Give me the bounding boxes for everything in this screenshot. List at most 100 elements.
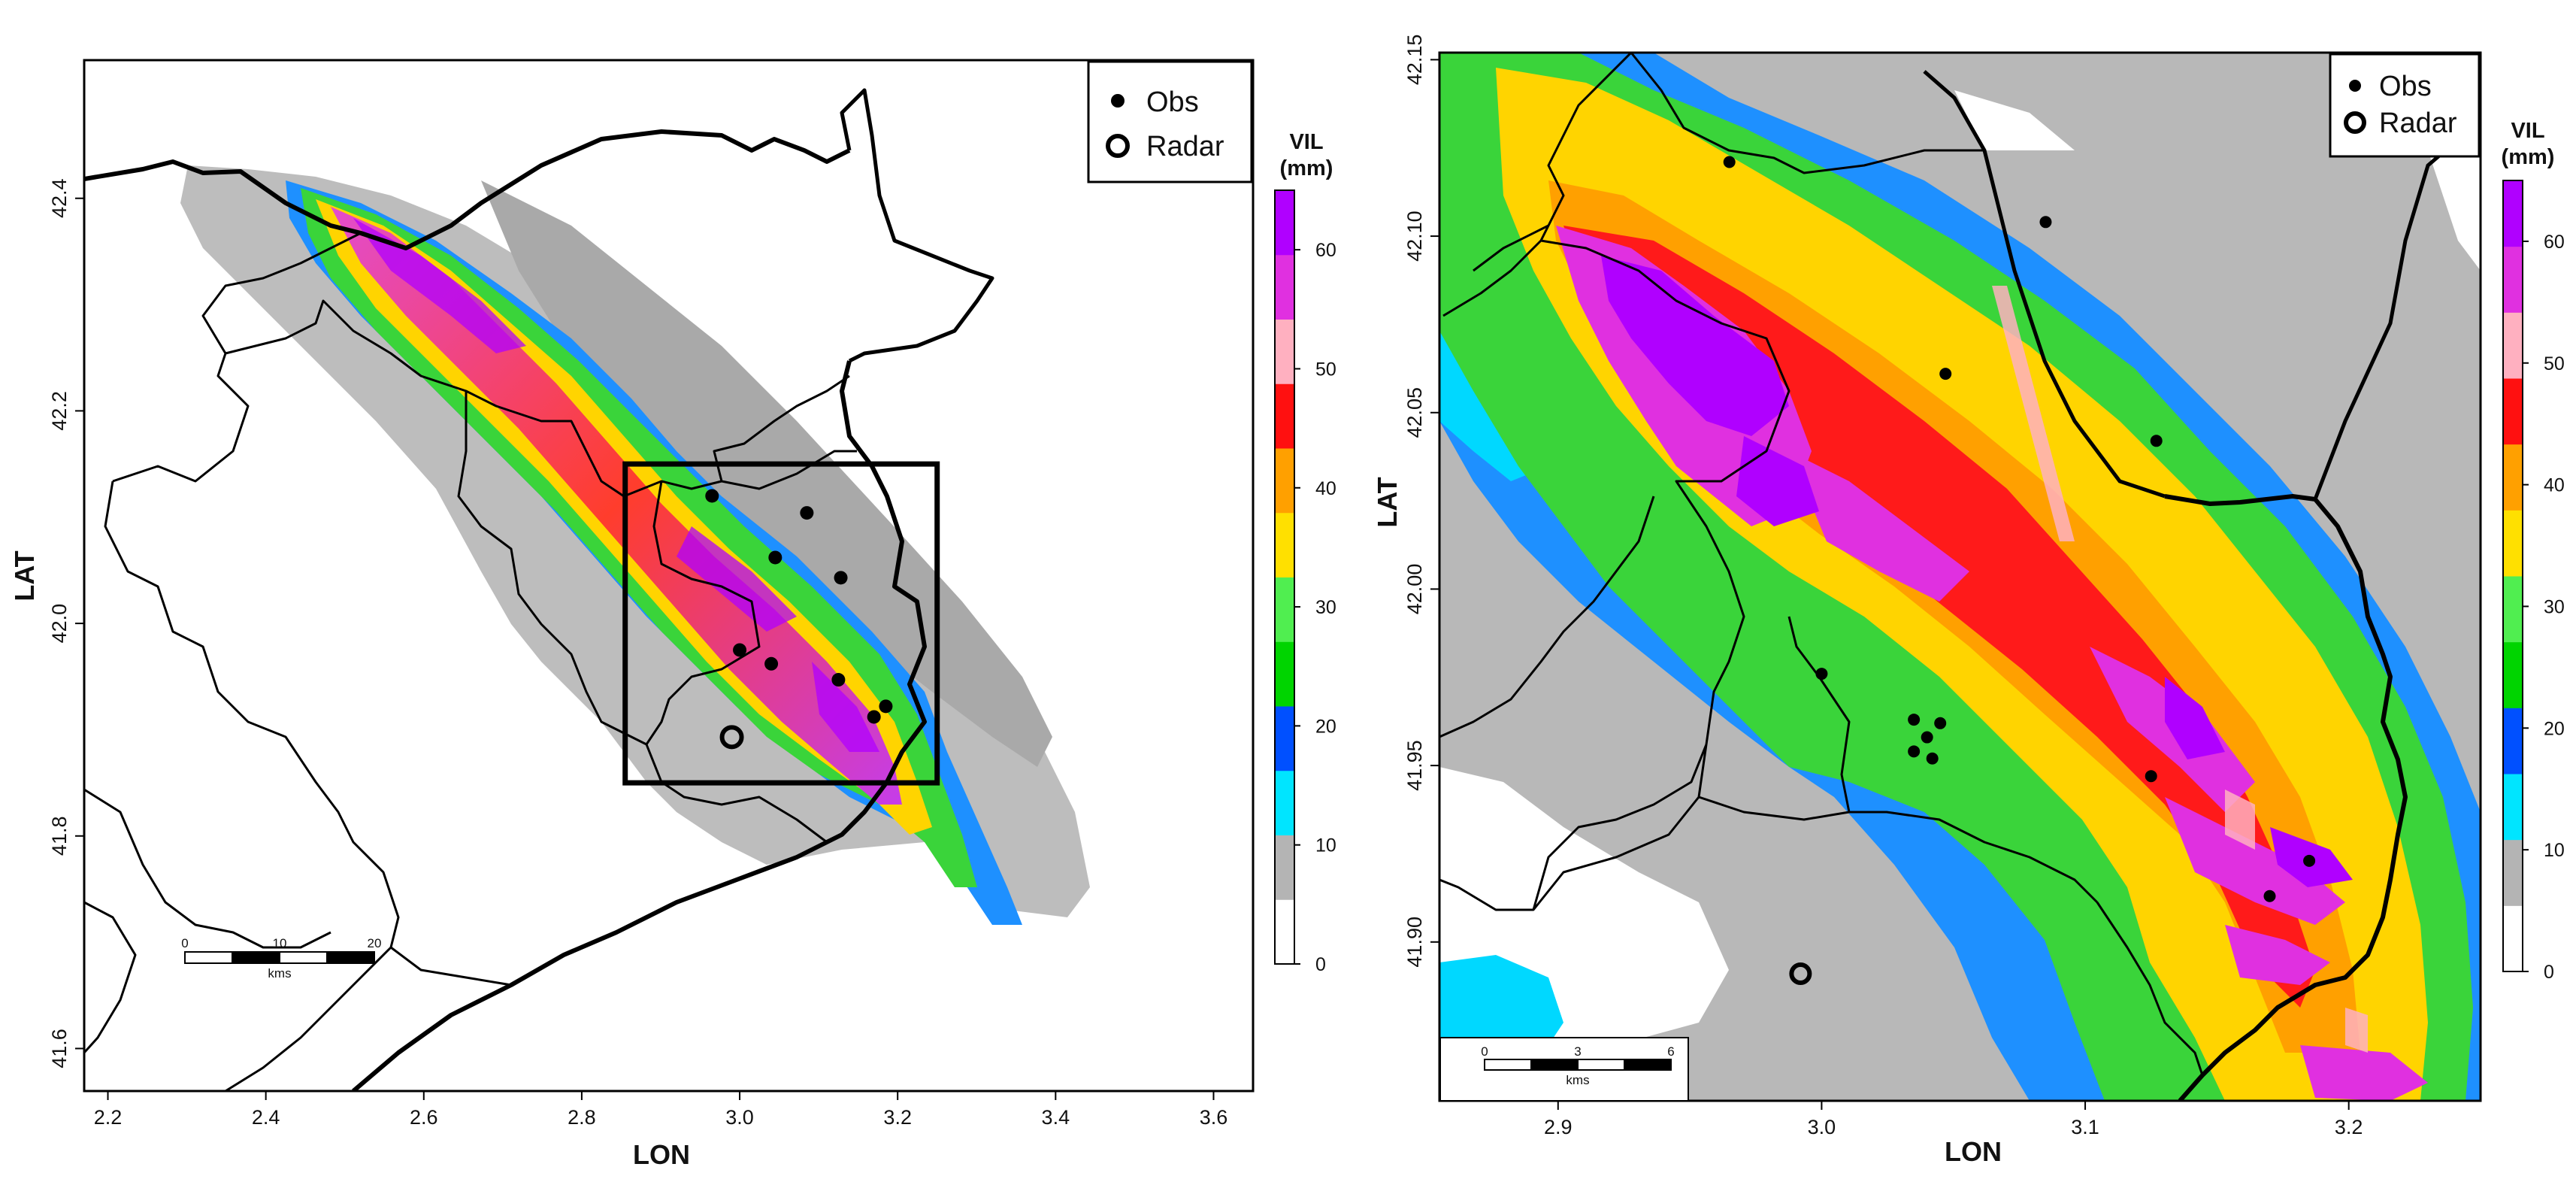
obs-marker-icon [2349, 80, 2361, 92]
left-scalebar-label-0: 0 [181, 936, 188, 950]
obs-station-point [2263, 890, 2276, 902]
left-scalebar: 0 10 20 kms [181, 936, 381, 980]
right-map-field [1439, 53, 2481, 1101]
storm-purple-core [1601, 256, 2353, 887]
obs-station-point [2145, 770, 2157, 783]
right-obs-layer [1723, 156, 2316, 902]
colorbar-tick-label: 40 [2544, 475, 2565, 496]
right-legend-obs: Obs [2379, 71, 2432, 102]
x-tick-label: 2.9 [1544, 1116, 1573, 1138]
obs-station-point [1939, 368, 1952, 380]
right-map-panel: 2.9 3.0 3.1 3.2 41.90 41.95 42.00 42.05 42.10 42… [1372, 35, 2565, 1167]
colorbar-band [2503, 576, 2523, 643]
radar-site-marker [1789, 962, 1812, 986]
left-colorbar-ticks: 0 10 20 30 40 50 60 [1294, 240, 1336, 975]
national-border [1923, 70, 2481, 500]
colorbar-band [1275, 190, 1294, 256]
y-tick-label: 42.05 [1403, 387, 1426, 438]
left-colorbar-title: VIL [1289, 130, 1323, 154]
colorbar-band [2503, 839, 2523, 906]
right-scalebar-label-1: 3 [1574, 1044, 1581, 1059]
colorbar-tick-label: 40 [1315, 478, 1336, 499]
colorbar-tick-label: 50 [1315, 359, 1336, 380]
right-radar-layer [1789, 962, 1812, 986]
admin-boundaries [84, 232, 857, 1091]
obs-station-point [1815, 668, 1828, 680]
colorbar-band [2503, 905, 2523, 972]
x-tick-label: 3.2 [883, 1106, 912, 1129]
colorbar-band [1275, 899, 1294, 965]
colorbar-band [2503, 444, 2523, 511]
obs-station-point [768, 550, 782, 565]
colorbar-tick-label: 30 [1315, 597, 1336, 618]
left-colorbar-unit: (mm) [1280, 156, 1333, 180]
colorbar-tick-label: 60 [2544, 232, 2565, 253]
x-tick-label: 2.2 [94, 1106, 123, 1129]
zoom-box [622, 461, 940, 786]
y-tick-label: 42.4 [48, 178, 71, 218]
colorbar-tick-label: 10 [2544, 840, 2565, 861]
radar-marker-icon [2344, 111, 2366, 134]
right-plot-frame [1438, 51, 2482, 1102]
right-colorbar-bands [2502, 180, 2523, 972]
obs-station-point [1926, 752, 1939, 765]
y-tick-label: 42.15 [1403, 35, 1426, 86]
y-tick-label: 41.6 [48, 1029, 71, 1068]
y-tick-label: 42.10 [1403, 211, 1426, 262]
colorbar-frame [2502, 180, 2523, 972]
x-tick-label: 3.0 [725, 1106, 754, 1129]
obs-station-point [834, 571, 848, 585]
left-scalebar-unit: kms [268, 966, 291, 980]
y-tick-label: 42.00 [1403, 564, 1426, 615]
left-plot-frame [83, 59, 1255, 1093]
obs-station-point [705, 489, 719, 503]
x-tick-label: 3.0 [1808, 1116, 1836, 1138]
colorbar-band [1275, 770, 1294, 835]
colorbar-band [1275, 319, 1294, 384]
national-border [840, 88, 994, 363]
coastline [2164, 494, 2408, 1101]
colorbar-tick-label: 20 [1315, 716, 1336, 737]
colorbar-band [2503, 774, 2523, 841]
left-map-field [84, 88, 1090, 1091]
obs-station-point [2039, 216, 2052, 229]
colorbar-band [2503, 510, 2523, 577]
left-legend-radar: Radar [1146, 131, 1224, 162]
right-scalebar-unit: kms [1566, 1073, 1589, 1087]
obs-station-point [867, 710, 881, 724]
x-tick-label: 3.4 [1042, 1106, 1070, 1129]
left-x-ticks: 2.2 2.4 2.6 2.8 3.0 3.2 3.4 3.6 [94, 1091, 1227, 1129]
right-colorbar: VIL (mm) 0 10 20 30 40 50 60 [2502, 119, 2565, 983]
storm-core [331, 207, 902, 805]
admin-boundaries [1439, 53, 2204, 1076]
x-tick-label: 2.8 [568, 1106, 596, 1129]
colorbar-band [2503, 246, 2523, 313]
left-radar-layer [719, 725, 744, 750]
obs-station-point [879, 699, 893, 714]
right-scalebar: 0 3 6 kms [1439, 1037, 1689, 1102]
x-tick-label: 3.6 [1200, 1106, 1228, 1129]
storm-magenta [1556, 226, 2428, 1101]
storm-hot [353, 218, 879, 752]
left-colorbar-bands [1274, 189, 1295, 965]
obs-station-point [1934, 717, 1947, 729]
colorbar-band [1275, 383, 1294, 449]
obs-station-point [733, 643, 747, 657]
left-map-panel: 2.2 2.4 2.6 2.8 3.0 3.2 3.4 3.6 41.6 41.8 42.0 42.… [9, 59, 1336, 1170]
storm-cyan-left [1439, 323, 1563, 1083]
obs-station-point [1921, 731, 1933, 744]
obs-station-point [1908, 714, 1921, 726]
right-scalebar-label-0: 0 [1481, 1044, 1488, 1059]
colorbar-band [2503, 641, 2523, 708]
right-x-axis-title: LON [1945, 1136, 2002, 1167]
radar-marker-icon [1106, 134, 1130, 158]
colorbar-tick-label: 0 [1315, 954, 1326, 975]
left-obs-layer [705, 489, 893, 724]
colorbar-tick-label: 20 [2544, 718, 2565, 739]
left-y-axis-title: LAT [9, 550, 40, 601]
y-tick-label: 41.95 [1403, 740, 1426, 791]
colorbar-band [2503, 378, 2523, 445]
colorbar-band [1275, 254, 1294, 320]
right-scalebar-label-2: 6 [1667, 1044, 1674, 1059]
